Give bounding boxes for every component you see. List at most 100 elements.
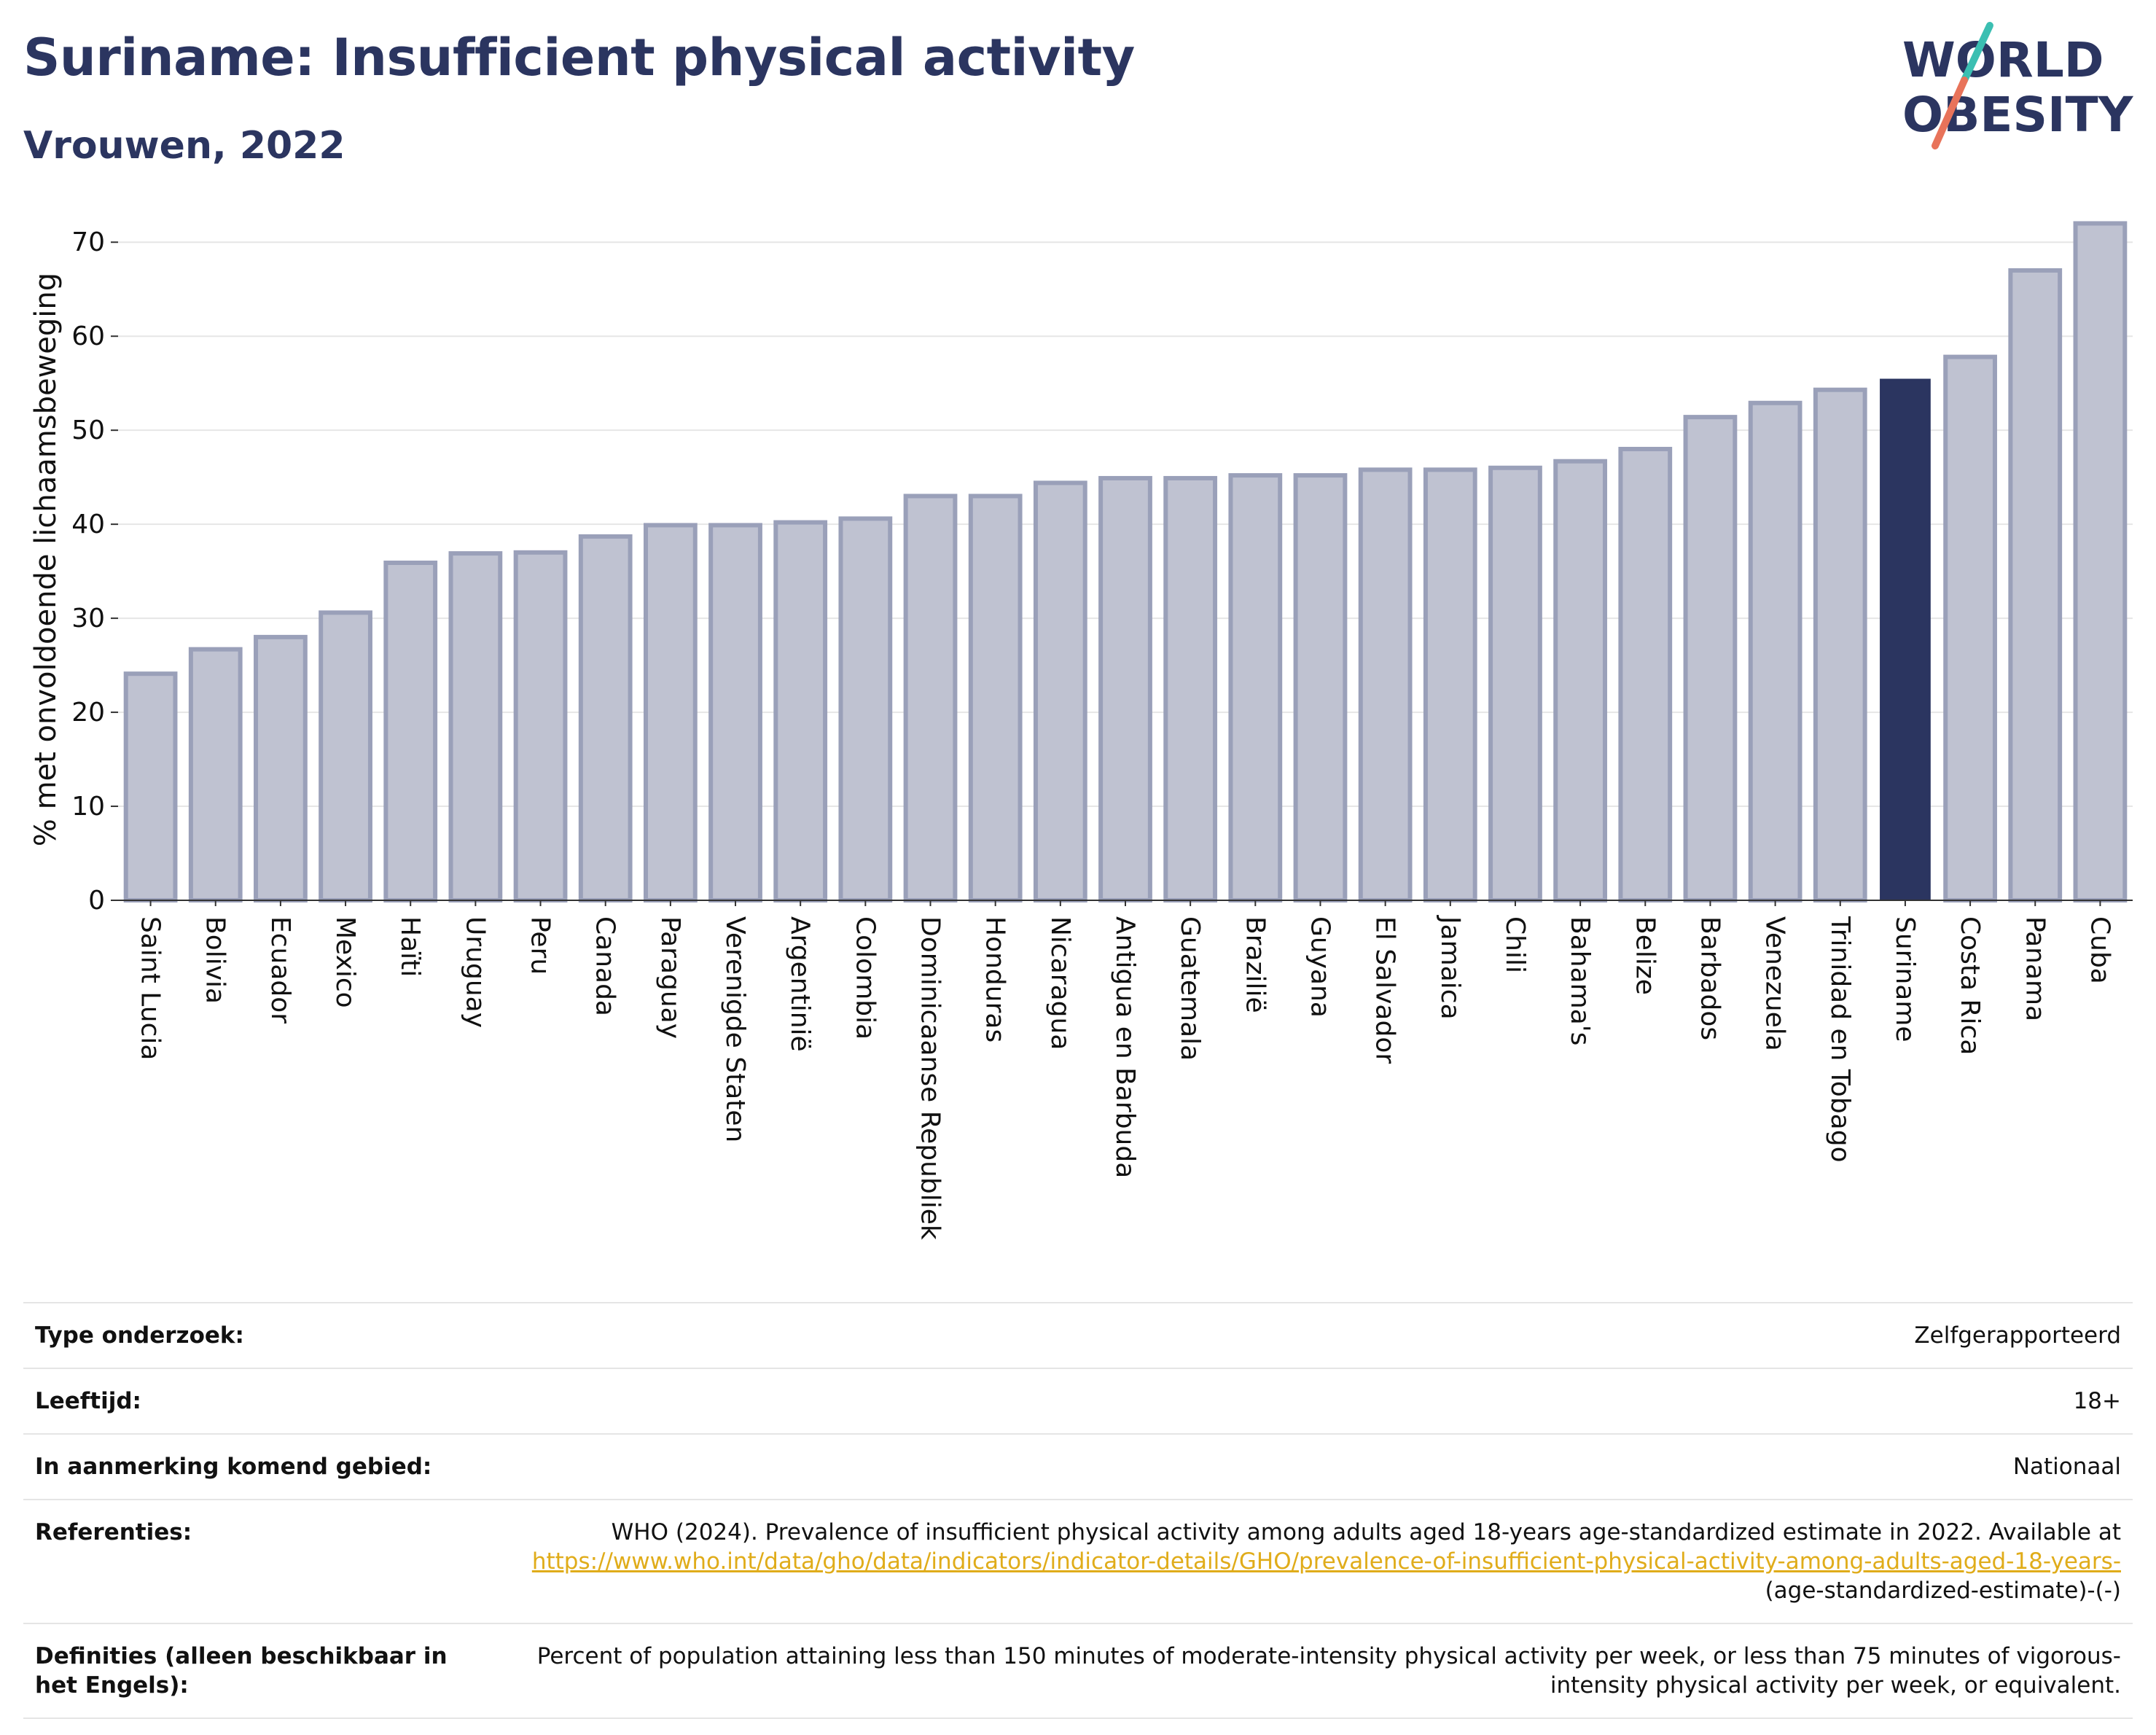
x-category-label: Haïti: [395, 916, 425, 977]
x-category-label: Ecuador: [265, 916, 295, 1024]
logo-slash-teal: [1961, 22, 1993, 84]
x-category-label: Saint Lucia: [136, 916, 165, 1060]
bar-colombia: [838, 516, 893, 902]
x-category-label: Suriname: [1890, 916, 1920, 1042]
y-tick-label: 0: [88, 886, 105, 916]
bar-barbados: [1683, 415, 1738, 902]
bar-chili: [1488, 465, 1542, 902]
bar-brazili-: [1228, 473, 1283, 902]
x-category-label: Verenigde Staten: [720, 916, 750, 1142]
y-tick-label: 40: [71, 510, 105, 539]
info-key: Leeftijd:: [35, 1388, 141, 1414]
references-link[interactable]: https://www.who.int/data/gho/data/indica…: [531, 1548, 2121, 1575]
x-category-label: Brazilië: [1240, 916, 1270, 1013]
y-tick-label: 30: [71, 604, 105, 633]
info-key: Type onderzoek:: [35, 1322, 244, 1349]
y-tick-label: 10: [71, 792, 105, 822]
x-category-label: El Salvador: [1370, 916, 1400, 1064]
references-key: Referenties:: [35, 1519, 192, 1545]
bar-argentini-: [773, 520, 828, 903]
bar-mexico: [319, 610, 372, 903]
x-category-label: Cuba: [2085, 916, 2114, 984]
bar-honduras: [968, 494, 1023, 902]
x-category-label: Canada: [590, 916, 620, 1016]
bar-jamaica: [1423, 467, 1477, 902]
bar-uruguay: [448, 551, 503, 902]
bar-verenigde-staten: [708, 523, 762, 902]
bar-peru: [513, 550, 568, 902]
bar-paraguay: [643, 523, 698, 902]
info-row: Type onderzoek: Zelfgerapporteerd: [23, 1303, 2133, 1368]
info-value: 18+: [2073, 1388, 2121, 1414]
references-suffix: (age-standardized-estimate)-(-): [1765, 1578, 2121, 1604]
x-category-label: Antigua en Barbuda: [1110, 916, 1140, 1178]
bar-guyana: [1293, 473, 1348, 902]
x-category-label: Trinidad en Tobago: [1825, 916, 1855, 1163]
x-category-label: Bahama's: [1565, 916, 1595, 1045]
y-tick-label: 60: [71, 321, 105, 351]
x-category-label: Panama: [2020, 916, 2050, 1021]
references-row: Referenties: WHO (2024). Prevalence of i…: [23, 1500, 2133, 1623]
x-category-label: Nicaragua: [1045, 916, 1075, 1050]
bar-chart: 0 10 20 30 40 50 60 70 Saint Lucia Bolivia Ecuador…: [0, 175, 2156, 1283]
bar-venezuela: [1748, 400, 1802, 902]
x-category-label: Mexico: [330, 916, 360, 1008]
bar-bahama-s: [1553, 459, 1608, 903]
bar-bolivia: [188, 647, 243, 902]
info-value: Nationaal: [2012, 1454, 2121, 1480]
info-table: Type onderzoek: Zelfgerapporteerd Leefti…: [23, 1302, 2133, 1719]
y-tick-label: 70: [71, 227, 105, 257]
x-category-label: Argentinië: [785, 916, 815, 1052]
info-row: Leeftijd: 18+: [23, 1368, 2133, 1434]
bar-chart-svg: 0 10 20 30 40 50 60 70 Saint Lucia Bolivia Ecuador…: [29, 221, 2133, 1240]
bar-costa-rica: [1943, 354, 1997, 903]
x-category-label: Bolivia: [200, 916, 230, 1004]
x-category-label: Barbados: [1695, 916, 1725, 1040]
bar-dominicaanse-republiek: [903, 494, 958, 902]
info-row: In aanmerking komend gebied: Nationaal: [23, 1434, 2133, 1500]
x-category-label: Guatemala: [1175, 916, 1205, 1061]
axes: 0 10 20 30 40 50 60 70 Saint Lucia Bolivia Ecuador…: [71, 227, 2133, 1240]
bar-belize: [1618, 446, 1673, 902]
page-title: Suriname: Insufficient physical activity: [23, 28, 1135, 87]
bar-nicaragua: [1033, 480, 1087, 902]
info-value: Zelfgerapporteerd: [1914, 1322, 2121, 1349]
definitions-key: Definities (alleen beschikbaar in het En…: [35, 1643, 448, 1699]
page-subtitle: Vrouwen, 2022: [23, 124, 345, 168]
bar-el-salvador: [1358, 467, 1413, 902]
y-axis-title: % met onvoldoende lichaamsbeweging: [29, 273, 63, 846]
bar-panama: [2008, 268, 2063, 902]
info-key: In aanmerking komend gebied:: [35, 1454, 432, 1480]
bar-canada: [578, 534, 633, 902]
bar-guatemala: [1163, 475, 1218, 902]
x-category-label: Venezuela: [1760, 916, 1790, 1051]
bar-ha-ti: [383, 561, 438, 902]
x-category-label: Paraguay: [655, 916, 685, 1039]
world-obesity-logo-graphic: WORLD OBESITY: [1902, 22, 2134, 149]
x-category-label: Costa Rica: [1955, 916, 1985, 1055]
bar-ecuador: [254, 634, 308, 902]
x-category-label: Honduras: [980, 916, 1010, 1042]
x-category-label: Colombia: [850, 916, 880, 1040]
references-text: WHO (2024). Prevalence of insufficient p…: [611, 1519, 2121, 1545]
y-tick-label: 50: [71, 416, 105, 445]
x-category-label: Chili: [1500, 916, 1530, 973]
bar-suriname: [1880, 378, 1931, 902]
bar-saint-lucia: [123, 671, 178, 902]
x-category-label: Belize: [1630, 916, 1660, 995]
world-obesity-logo[interactable]: WORLD OBESITY: [1895, 22, 2143, 153]
logo-slash-coral: [1932, 77, 1968, 149]
logo-line1: WORLD: [1902, 32, 2104, 88]
bars: [123, 221, 2128, 903]
definitions-row: Definities (alleen beschikbaar in het En…: [23, 1623, 2133, 1718]
x-category-label: Guyana: [1305, 916, 1335, 1018]
definitions-value: Percent of population attaining less tha…: [536, 1643, 2121, 1699]
x-category-label: Jamaica: [1435, 915, 1465, 1020]
x-category-label: Uruguay: [460, 916, 490, 1028]
y-tick-label: 20: [71, 698, 105, 728]
references-value: WHO (2024). Prevalence of insufficient p…: [499, 1500, 2133, 1623]
bar-antigua-en-barbuda: [1098, 475, 1152, 902]
bar-cuba: [2073, 221, 2128, 902]
x-category-label: Dominicaanse Republiek: [915, 916, 945, 1240]
x-category-label: Peru: [526, 916, 555, 975]
